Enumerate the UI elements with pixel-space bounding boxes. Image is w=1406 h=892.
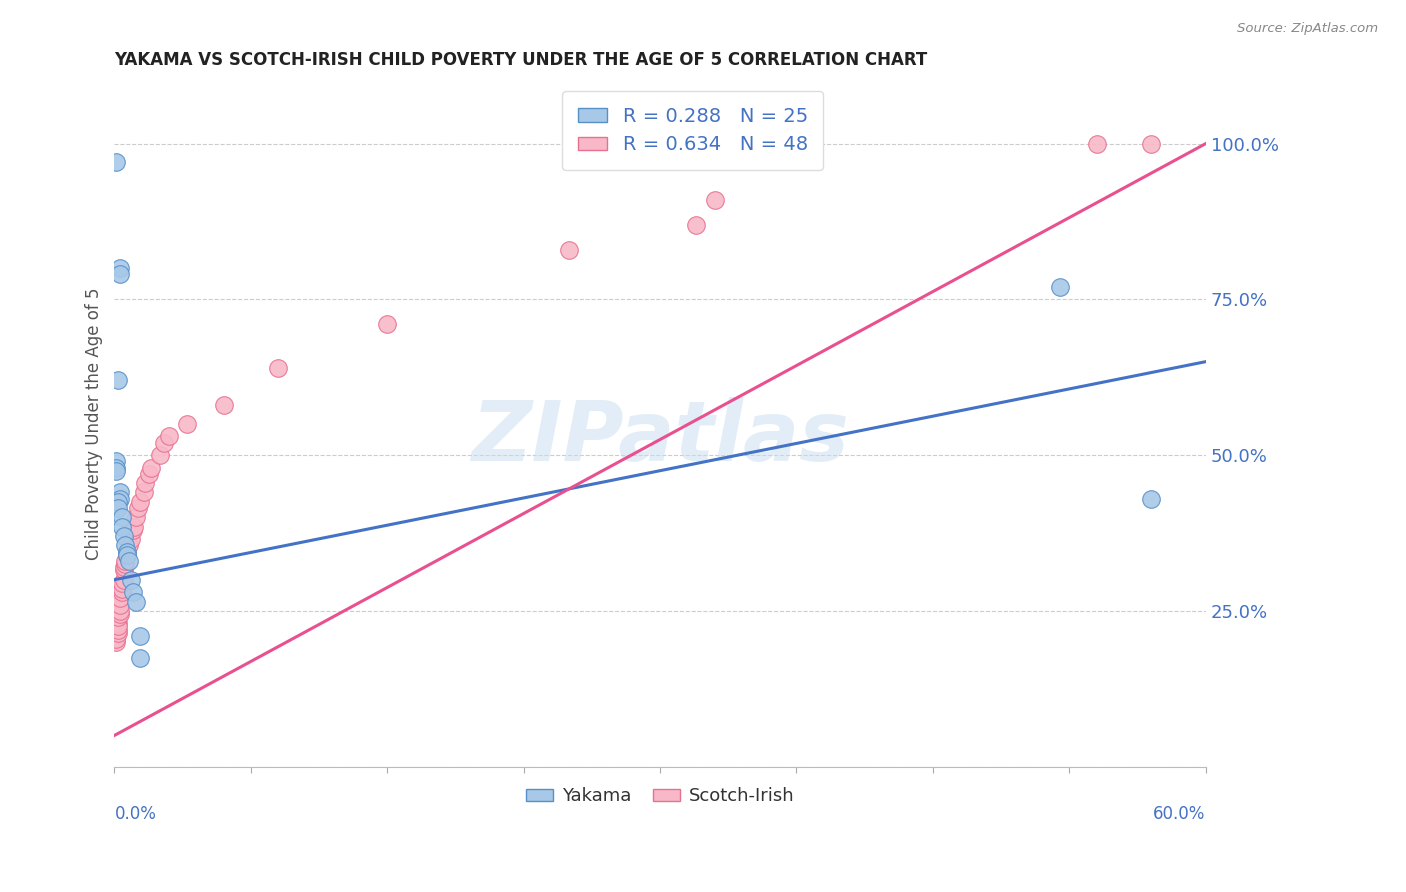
- Point: [111, 520, 134, 534]
- Point: [107, 495, 129, 509]
- Point: [149, 448, 172, 462]
- Text: Source: ZipAtlas.com: Source: ZipAtlas.com: [1237, 22, 1378, 36]
- Point: [105, 635, 128, 649]
- Text: YAKAMA VS SCOTCH-IRISH CHILD POVERTY UNDER THE AGE OF 5 CORRELATION CHART: YAKAMA VS SCOTCH-IRISH CHILD POVERTY UND…: [114, 51, 928, 69]
- Point: [107, 373, 129, 387]
- Point: [107, 619, 129, 633]
- Point: [115, 548, 138, 562]
- Point: [107, 623, 129, 637]
- Point: [107, 625, 129, 640]
- Point: [139, 460, 162, 475]
- Point: [105, 460, 128, 475]
- Point: [212, 398, 235, 412]
- Point: [115, 544, 138, 558]
- Point: [138, 467, 160, 481]
- Point: [108, 591, 131, 606]
- Point: [124, 520, 146, 534]
- Point: [111, 575, 134, 590]
- Point: [713, 149, 735, 163]
- Point: [107, 501, 129, 516]
- Point: [120, 533, 142, 547]
- Point: [105, 464, 128, 478]
- Point: [157, 429, 180, 443]
- Point: [111, 585, 134, 599]
- Point: [105, 632, 128, 646]
- Point: [112, 560, 135, 574]
- Point: [118, 538, 141, 552]
- Point: [132, 485, 155, 500]
- Point: [1140, 136, 1163, 151]
- Point: [112, 563, 135, 577]
- Point: [558, 243, 581, 257]
- Point: [176, 417, 198, 431]
- Point: [685, 218, 707, 232]
- Point: [105, 454, 128, 468]
- Point: [1140, 491, 1163, 506]
- Point: [105, 629, 128, 643]
- Point: [121, 585, 143, 599]
- Point: [125, 594, 148, 608]
- Point: [108, 485, 131, 500]
- Text: ZIPatlas: ZIPatlas: [471, 397, 849, 478]
- Point: [108, 598, 131, 612]
- Point: [703, 193, 725, 207]
- Point: [111, 510, 134, 524]
- Point: [108, 268, 131, 282]
- Point: [111, 582, 134, 596]
- Point: [121, 523, 143, 537]
- Point: [112, 529, 135, 543]
- Y-axis label: Child Poverty Under the Age of 5: Child Poverty Under the Age of 5: [86, 288, 103, 560]
- Text: 0.0%: 0.0%: [114, 805, 156, 823]
- Point: [105, 155, 128, 169]
- Point: [375, 318, 398, 332]
- Point: [120, 573, 142, 587]
- Point: [114, 557, 136, 571]
- Point: [152, 435, 174, 450]
- Point: [267, 360, 290, 375]
- Point: [118, 554, 141, 568]
- Point: [108, 261, 131, 276]
- Point: [128, 629, 150, 643]
- Text: 60.0%: 60.0%: [1153, 805, 1206, 823]
- Point: [115, 548, 138, 562]
- Point: [108, 491, 131, 506]
- Point: [134, 476, 156, 491]
- Point: [108, 607, 131, 621]
- Point: [112, 573, 135, 587]
- Point: [107, 616, 129, 631]
- Point: [114, 538, 136, 552]
- Point: [115, 544, 138, 558]
- Point: [105, 623, 128, 637]
- Point: [127, 501, 149, 516]
- Point: [107, 610, 129, 624]
- Point: [1085, 136, 1108, 151]
- Point: [125, 510, 148, 524]
- Point: [108, 604, 131, 618]
- Point: [105, 629, 128, 643]
- Point: [128, 495, 150, 509]
- Point: [114, 554, 136, 568]
- Legend: Yakama, Scotch-Irish: Yakama, Scotch-Irish: [519, 780, 801, 813]
- Point: [1049, 280, 1071, 294]
- Point: [128, 650, 150, 665]
